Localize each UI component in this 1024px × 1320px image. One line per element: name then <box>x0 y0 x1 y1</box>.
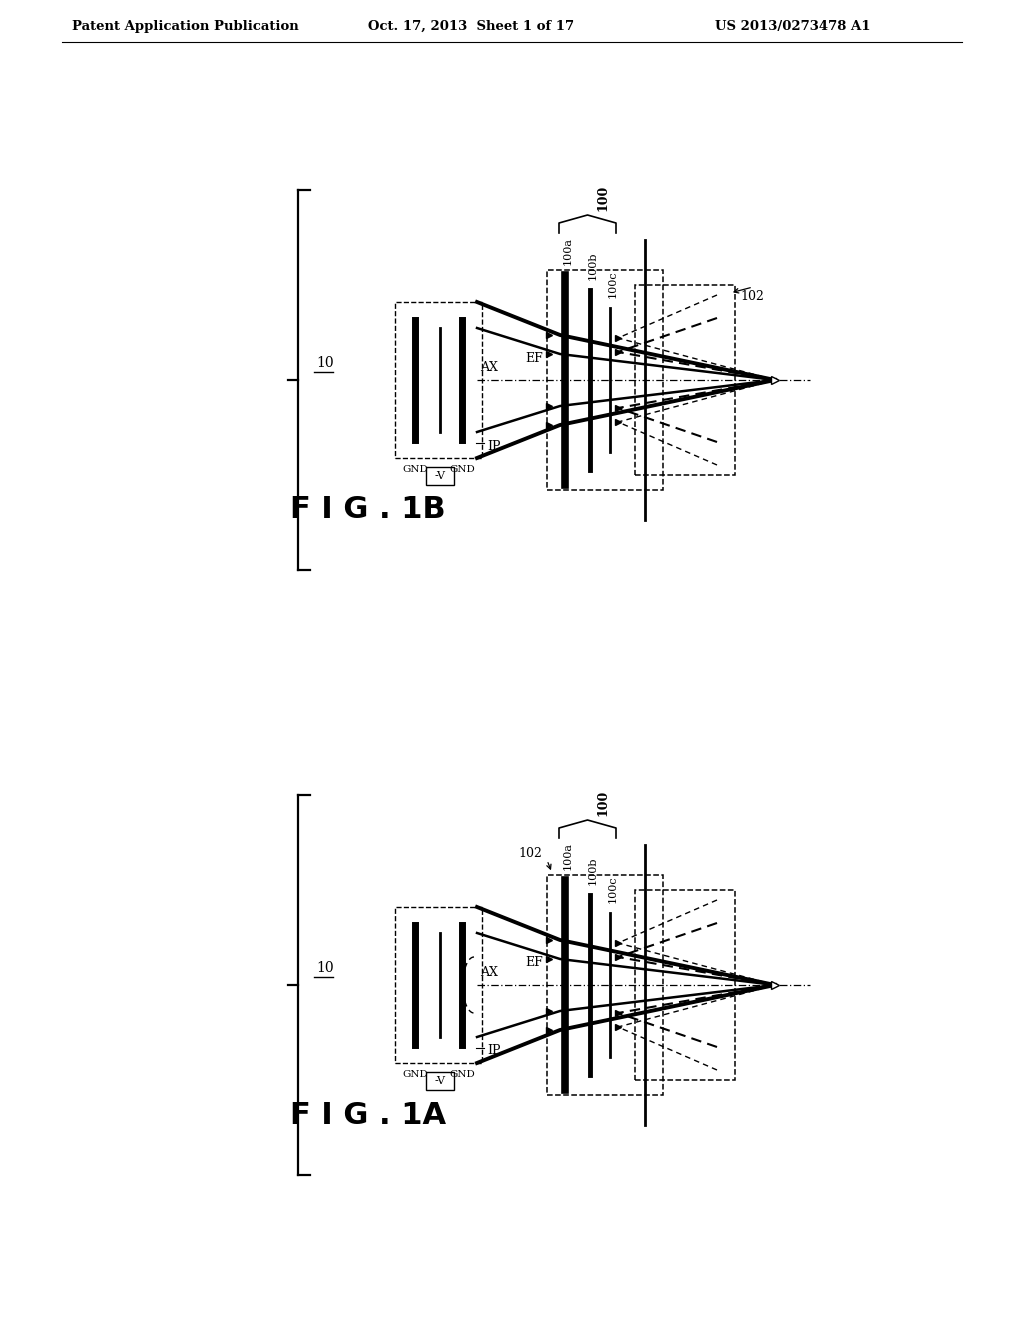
Text: GND: GND <box>450 465 475 474</box>
Text: Patent Application Publication: Patent Application Publication <box>72 20 299 33</box>
Text: Oct. 17, 2013  Sheet 1 of 17: Oct. 17, 2013 Sheet 1 of 17 <box>368 20 574 33</box>
Text: -V: -V <box>434 1076 445 1086</box>
Text: F I G . 1B: F I G . 1B <box>290 495 445 524</box>
Text: F I G . 1A: F I G . 1A <box>290 1101 446 1130</box>
Text: US 2013/0273478 A1: US 2013/0273478 A1 <box>715 20 870 33</box>
Text: 100: 100 <box>596 789 609 816</box>
Bar <box>395 302 482 458</box>
Text: -V: -V <box>434 471 445 480</box>
Text: IP: IP <box>487 440 501 453</box>
Text: AX: AX <box>480 360 498 374</box>
Bar <box>635 890 735 1080</box>
Text: EF: EF <box>525 351 543 364</box>
Text: 100c: 100c <box>608 271 618 298</box>
Text: GND: GND <box>402 465 428 474</box>
Text: GND: GND <box>450 1071 475 1078</box>
Text: 100a: 100a <box>563 842 573 870</box>
Text: AX: AX <box>480 966 498 979</box>
Text: 10: 10 <box>316 961 334 975</box>
Bar <box>547 875 663 1096</box>
Bar <box>395 907 482 1063</box>
Text: 102: 102 <box>518 847 542 861</box>
Text: 100a: 100a <box>563 238 573 265</box>
Text: IP: IP <box>487 1044 501 1057</box>
Text: 10: 10 <box>316 356 334 370</box>
Text: 100b: 100b <box>588 857 598 884</box>
Bar <box>426 1072 454 1090</box>
Text: 100: 100 <box>596 185 609 211</box>
Text: 100b: 100b <box>588 252 598 280</box>
Text: EF: EF <box>525 957 543 969</box>
Bar <box>426 467 454 484</box>
Text: GND: GND <box>402 1071 428 1078</box>
Bar <box>635 285 735 475</box>
Bar <box>547 271 663 490</box>
Text: 102: 102 <box>740 290 764 304</box>
Text: 100c: 100c <box>608 875 618 903</box>
